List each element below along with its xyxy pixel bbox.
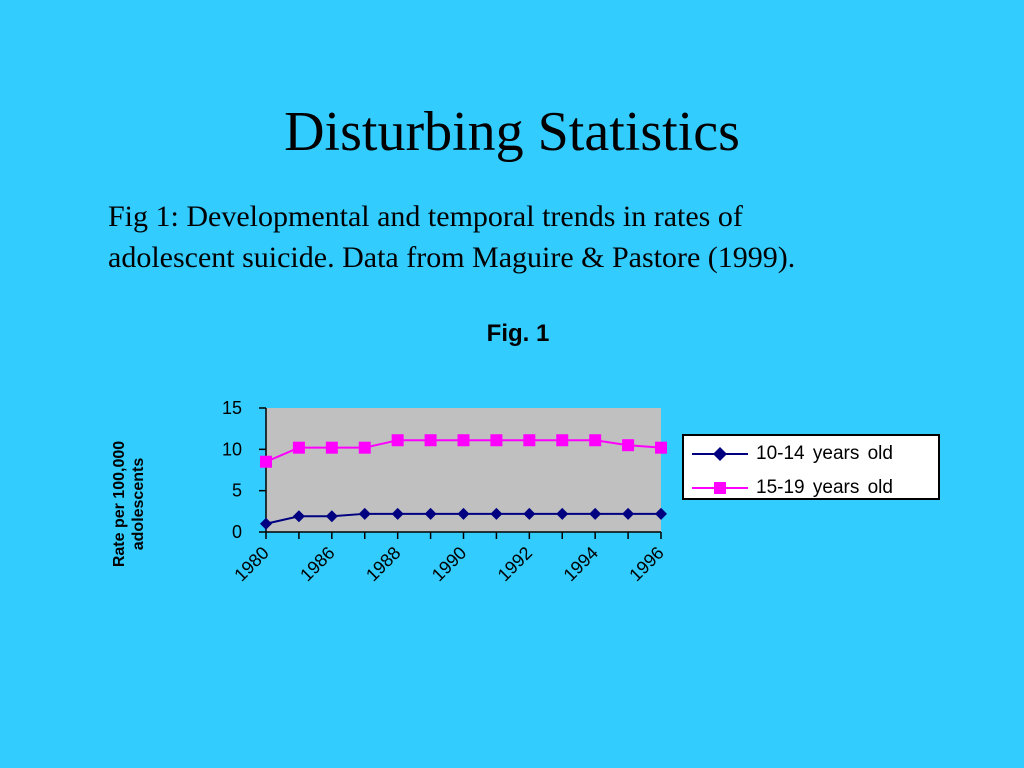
legend-label-10-14: 10-14 years old (756, 443, 893, 464)
data-point-10-14 (457, 507, 470, 520)
x-tick-label: 1990 (428, 543, 470, 585)
caption-line-2: adolescent suicide. Data from Maguire & … (108, 241, 796, 274)
data-point-10-14 (589, 507, 602, 520)
data-point-15-19 (556, 434, 569, 447)
data-point-15-19 (325, 441, 338, 454)
data-point-10-14 (490, 507, 503, 520)
x-tick-label: 1996 (625, 543, 667, 585)
data-point-10-14 (260, 517, 272, 530)
data-point-10-14 (292, 510, 305, 523)
data-point-15-19 (589, 434, 602, 447)
x-tick-label: 1992 (494, 543, 536, 585)
data-point-10-14 (391, 507, 404, 520)
y-tick-label: 10 (222, 439, 242, 459)
y-axis-label: Rate per 100,000 adolescents (110, 414, 150, 594)
data-point-15-19 (523, 434, 536, 447)
x-tick-label: 1988 (362, 543, 404, 585)
legend-swatch-15-19 (692, 482, 748, 494)
legend-label-15-19: 15-19 years old (756, 477, 893, 498)
data-point-15-19 (655, 441, 667, 454)
data-point-15-19 (490, 434, 503, 447)
data-point-15-19 (424, 434, 437, 447)
data-point-15-19 (260, 455, 272, 468)
legend-item-15-19: 15-19 years old (690, 476, 936, 500)
chart-legend: 10-14 years old 15-19 years old (682, 434, 940, 500)
y-axis-label-line-2: adolescents (130, 457, 147, 551)
data-point-10-14 (523, 507, 536, 520)
data-point-15-19 (391, 434, 404, 447)
data-point-10-14 (358, 507, 371, 520)
data-point-10-14 (622, 507, 635, 520)
y-tick-label: 5 (232, 481, 242, 501)
x-tick-label: 1994 (560, 543, 602, 585)
data-point-10-14 (556, 507, 569, 520)
chart-title: Fig. 1 (486, 320, 550, 347)
x-tick-label: 1986 (296, 543, 338, 585)
slide-title: Disturbing Statistics (284, 101, 740, 163)
y-tick-label: 0 (232, 522, 242, 542)
data-point-15-19 (358, 441, 371, 454)
legend-item-10-14: 10-14 years old (690, 442, 936, 466)
data-point-10-14 (424, 507, 437, 520)
x-tick-label: 1980 (230, 543, 272, 585)
data-point-15-19 (292, 441, 305, 454)
caption-line-1: Fig 1: Developmental and temporal trends… (108, 200, 743, 233)
legend-swatch-10-14 (692, 447, 748, 461)
data-point-10-14 (325, 510, 338, 523)
data-point-10-14 (655, 507, 667, 520)
y-tick-label: 15 (222, 398, 242, 418)
data-point-15-19 (457, 434, 470, 447)
data-point-15-19 (622, 439, 635, 452)
figure-caption: Fig 1: Developmental and temporal trends… (108, 196, 928, 278)
y-axis-label-line-1: Rate per 100,000 (111, 440, 128, 568)
